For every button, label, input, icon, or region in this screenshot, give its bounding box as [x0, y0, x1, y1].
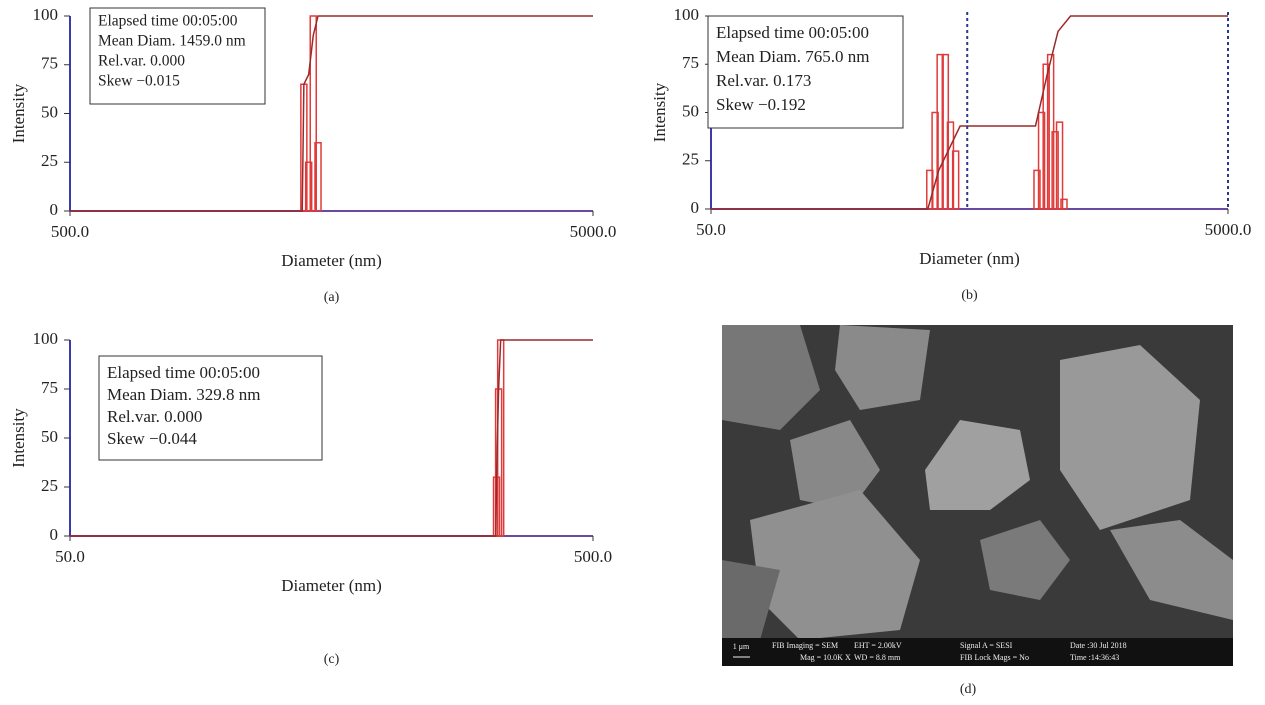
- y-tick-label: 0: [50, 200, 59, 219]
- y-tick-label: 0: [691, 198, 700, 217]
- y-tick-label: 100: [33, 329, 59, 348]
- annotation-line: Skew −0.192: [716, 95, 806, 114]
- annotation-line: Rel.var. 0.173: [716, 71, 811, 90]
- sem-image: 1 μm FIB Imaging = SEM Mag = 10.0K X EHT…: [722, 325, 1233, 666]
- x-axis-label: Diameter (nm): [281, 251, 382, 270]
- bar: [498, 340, 504, 536]
- annotation-line: Rel.var. 0.000: [107, 407, 202, 426]
- x-tick-label: 50.0: [55, 547, 85, 566]
- sem-info: EHT = 2.00kV: [854, 641, 902, 650]
- sem-info: Mag = 10.0K X: [800, 653, 851, 662]
- y-tick-label: 0: [50, 525, 59, 544]
- scale-label: 1 μm: [733, 642, 750, 651]
- annotation-line: Skew −0.015: [98, 73, 180, 90]
- sem-info: Date :30 Jul 2018: [1070, 641, 1127, 650]
- x-tick-label: 5000.0: [570, 222, 617, 241]
- panel-label: (c): [324, 652, 340, 667]
- y-tick-label: 100: [33, 5, 59, 24]
- x-axis-label: Diameter (nm): [919, 249, 1020, 268]
- x-tick-label: 50.0: [696, 220, 726, 239]
- sem-info: WD = 8.8 mm: [854, 653, 901, 662]
- y-tick-label: 50: [41, 427, 58, 446]
- annotation-line: Elapsed time 00:05:00: [107, 363, 260, 382]
- annotation-line: Elapsed time 00:05:00: [716, 23, 869, 42]
- panel-label: (d): [960, 682, 977, 697]
- y-axis-label: Intensity: [9, 408, 28, 468]
- panel-label: (a): [324, 290, 340, 305]
- y-tick-label: 75: [682, 53, 699, 72]
- annotation-line: Rel.var. 0.000: [98, 53, 185, 70]
- x-tick-label: 5000.0: [1205, 220, 1252, 239]
- figure: 1 μm FIB Imaging = SEM Mag = 10.0K X EHT…: [0, 0, 1265, 705]
- x-tick-label: 500.0: [51, 222, 89, 241]
- y-tick-label: 50: [682, 101, 699, 120]
- y-tick-label: 25: [682, 150, 699, 169]
- panel-label: (b): [961, 288, 978, 303]
- y-axis-label: Intensity: [9, 83, 28, 143]
- sem-info: Signal A = SESI: [960, 641, 1013, 650]
- sem-info: Time :14:36:43: [1070, 653, 1119, 662]
- annotation-line: Mean Diam. 765.0 nm: [716, 47, 869, 66]
- y-tick-label: 75: [41, 54, 58, 73]
- annotation-line: Mean Diam. 1459.0 nm: [98, 33, 246, 50]
- y-tick-label: 100: [674, 5, 700, 24]
- y-axis-label: Intensity: [650, 82, 669, 142]
- annotation-line: Elapsed time 00:05:00: [98, 13, 238, 30]
- y-tick-label: 25: [41, 476, 58, 495]
- y-tick-label: 75: [41, 378, 58, 397]
- sem-info: FIB Lock Mags = No: [960, 653, 1029, 662]
- y-tick-label: 50: [41, 102, 58, 121]
- x-tick-label: 500.0: [574, 547, 612, 566]
- sem-info: FIB Imaging = SEM: [772, 641, 838, 650]
- y-tick-label: 25: [41, 151, 58, 170]
- annotation-line: Mean Diam. 329.8 nm: [107, 385, 260, 404]
- x-axis-label: Diameter (nm): [281, 576, 382, 595]
- annotation-line: Skew −0.044: [107, 429, 197, 448]
